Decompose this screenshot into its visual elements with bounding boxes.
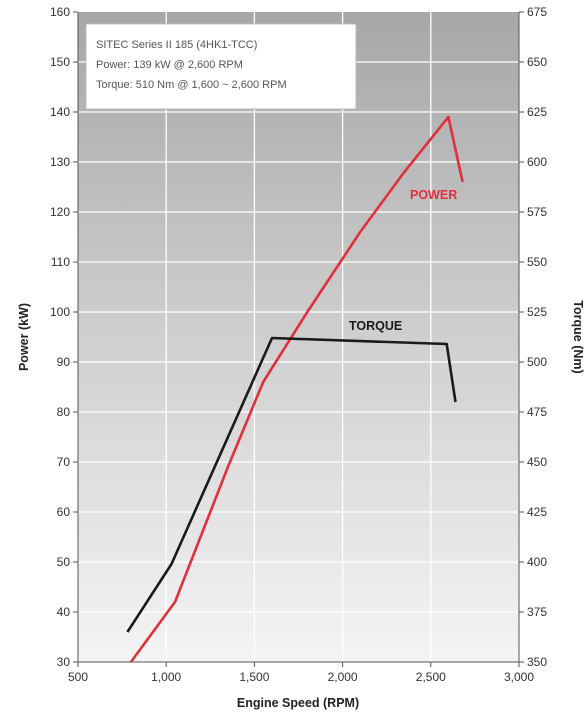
y-axis-right-title: Torque (Nm) <box>571 300 585 373</box>
y-right-tick-label: 675 <box>527 5 547 19</box>
y-left-tick-label: 160 <box>50 5 70 19</box>
power-series-label: POWER <box>410 188 457 202</box>
y-left-tick-label: 130 <box>50 155 70 169</box>
y-left-tick-label: 140 <box>50 105 70 119</box>
y-left-tick-label: 50 <box>57 555 71 569</box>
x-tick-label: 3,000 <box>504 670 534 684</box>
legend-line-power: Power: 139 kW @ 2,600 RPM <box>96 59 243 71</box>
y-right-tick-label: 550 <box>527 255 547 269</box>
y-right-tick-label: 575 <box>527 205 547 219</box>
legend-line-torque: Torque: 510 Nm @ 1,600 ~ 2,600 RPM <box>96 79 287 91</box>
y-left-tick-label: 80 <box>57 405 71 419</box>
y-left-tick-label: 100 <box>50 305 70 319</box>
power-line <box>129 115 464 663</box>
y-right-tick-label: 600 <box>527 155 547 169</box>
torque-line <box>126 336 457 633</box>
x-axis-title: Engine Speed (RPM) <box>237 696 359 710</box>
y-left-tick-label: 120 <box>50 205 70 219</box>
y-right-tick-label: 525 <box>527 305 547 319</box>
y-left-tick-label: 70 <box>57 455 71 469</box>
y-right-tick-label: 425 <box>527 505 547 519</box>
y-left-tick-label: 60 <box>57 505 71 519</box>
axes <box>73 11 524 667</box>
y-axis-left-title: Power (kW) <box>17 303 31 371</box>
y-right-tick-label: 450 <box>527 455 547 469</box>
series-lines <box>126 115 464 663</box>
y-right-tick-label: 500 <box>527 355 547 369</box>
x-tick-label: 500 <box>68 670 88 684</box>
y-left-tick-label: 90 <box>57 355 71 369</box>
y-left-tick-label: 150 <box>50 55 70 69</box>
y-right-tick-label: 650 <box>527 55 547 69</box>
x-tick-label: 2,500 <box>416 670 446 684</box>
tick-labels: 30 40 50 60 70 80 90 100 110 120 130 140 150 160 350 37… <box>50 5 547 684</box>
y-right-tick-label: 350 <box>527 655 547 669</box>
grid-lines <box>78 12 519 662</box>
legend-background <box>85 23 357 110</box>
torque-series-label: TORQUE <box>349 319 402 333</box>
x-tick-label: 1,000 <box>151 670 181 684</box>
x-tick-label: 2,000 <box>328 670 358 684</box>
y-left-tick-label: 40 <box>57 605 71 619</box>
y-right-tick-label: 625 <box>527 105 547 119</box>
legend-line-model: SITEC Series II 185 (4HK1-TCC) <box>96 39 257 51</box>
y-right-tick-label: 475 <box>527 405 547 419</box>
y-left-tick-label: 110 <box>51 255 70 269</box>
y-right-tick-label: 400 <box>527 555 547 569</box>
y-right-tick-label: 375 <box>527 605 547 619</box>
legend-box: SITEC Series II 185 (4HK1-TCC) Power: 13… <box>85 23 357 110</box>
x-tick-label: 1,500 <box>239 670 269 684</box>
y-left-tick-label: 30 <box>57 655 71 669</box>
